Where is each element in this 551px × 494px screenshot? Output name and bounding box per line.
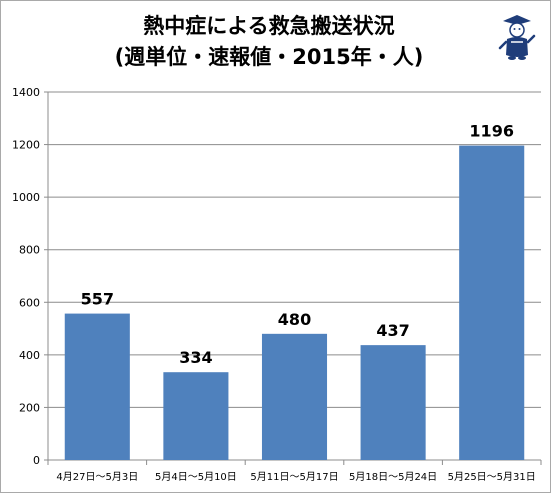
data-label: 557	[81, 290, 114, 309]
x-tick-label: 4月27日～5月3日	[56, 471, 138, 483]
y-tick-label: 0	[33, 454, 40, 467]
bar	[163, 372, 229, 460]
y-tick-label: 800	[19, 244, 40, 257]
data-label: 480	[278, 310, 311, 329]
x-tick-label: 5月25日～5月31日	[448, 471, 536, 483]
bar	[64, 313, 130, 460]
y-tick-label: 600	[19, 296, 40, 309]
y-tick-label: 1400	[12, 86, 40, 99]
y-tick-label: 400	[19, 349, 40, 362]
data-label: 334	[179, 348, 212, 367]
bar	[459, 145, 525, 460]
y-tick-label: 1200	[12, 139, 40, 152]
data-label: 1196	[469, 122, 514, 141]
bar	[261, 333, 328, 460]
x-tick-label: 5月4日～5月10日	[155, 471, 237, 483]
x-tick-label: 5月11日～5月17日	[250, 471, 338, 483]
data-label: 437	[376, 321, 409, 340]
plot-area: 0 200 400 600 800 1000 1200 1400 557 4月27日～5月3日 33…	[12, 86, 542, 483]
x-tick-label: 5月18日～5月24日	[349, 471, 437, 483]
chart-subtitle: (週単位・速報値・2015年・人)	[115, 45, 424, 69]
y-tick-label: 1000	[12, 191, 40, 204]
chart-title: 熱中症による救急搬送状況	[143, 14, 394, 38]
bar	[360, 345, 426, 460]
cartoon-mascot-icon	[498, 15, 536, 60]
y-tick-label: 200	[19, 401, 40, 414]
